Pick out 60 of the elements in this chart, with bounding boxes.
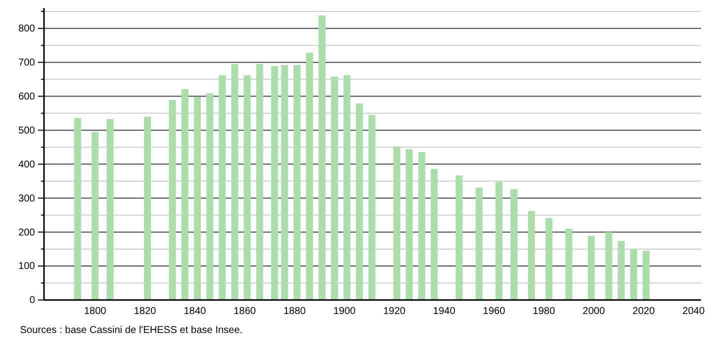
bar [306, 52, 314, 300]
bar [144, 116, 151, 300]
bar [476, 188, 483, 300]
bar [231, 64, 238, 300]
x-tick-label: 1960 [482, 306, 506, 317]
bar [368, 114, 376, 300]
x-tick-label: 1980 [532, 306, 556, 317]
bar [642, 250, 650, 300]
y-tick-label: 500 [18, 125, 36, 136]
y-tick-label: 800 [18, 24, 36, 35]
x-tick-label: 1880 [283, 306, 306, 317]
bar [406, 149, 413, 300]
y-tick-label: 100 [18, 261, 36, 272]
x-tick-label: 1840 [184, 306, 206, 317]
x-tick-label: 1860 [234, 306, 256, 317]
y-tick-label: 600 [18, 91, 36, 102]
bar [194, 96, 201, 300]
bar [565, 228, 572, 300]
bar [343, 75, 350, 300]
bar [618, 240, 625, 300]
bar [605, 232, 612, 300]
x-tick-label: 2020 [632, 306, 656, 317]
bar [206, 93, 214, 300]
bar [528, 211, 535, 300]
source-note: Sources : base Cassini de l'EHESS et base Insee. [20, 325, 243, 336]
y-tick-label: 700 [18, 58, 36, 69]
bar [456, 175, 463, 300]
bar [294, 65, 301, 300]
bar [271, 66, 278, 300]
bar [92, 132, 99, 300]
bar [330, 76, 338, 300]
bar [106, 119, 114, 300]
bar [168, 100, 176, 300]
bar [630, 249, 638, 300]
bar [356, 103, 363, 300]
bar [244, 75, 251, 300]
bar [256, 64, 264, 300]
x-tick-label: 1800 [84, 306, 107, 317]
x-tick-label: 1940 [433, 306, 456, 317]
bar [545, 218, 552, 300]
y-tick-label: 0 [29, 295, 36, 306]
bar [281, 65, 288, 300]
x-tick-label: 2000 [582, 306, 606, 317]
bar [218, 75, 226, 300]
x-tick-label: 1920 [383, 306, 406, 317]
bar [393, 146, 400, 300]
y-tick-label: 300 [18, 193, 36, 204]
bar [510, 188, 518, 300]
x-tick-label: 1900 [333, 306, 356, 317]
x-tick-label: 1820 [134, 306, 157, 317]
x-tick-label: 2040 [682, 306, 706, 317]
y-tick-label: 400 [18, 159, 36, 170]
bar [588, 236, 595, 300]
bar [318, 15, 326, 300]
bar [430, 168, 438, 300]
bar [181, 89, 188, 300]
bar [418, 152, 426, 300]
bar [74, 118, 82, 300]
bar [496, 182, 503, 300]
y-tick-label: 200 [18, 227, 36, 238]
